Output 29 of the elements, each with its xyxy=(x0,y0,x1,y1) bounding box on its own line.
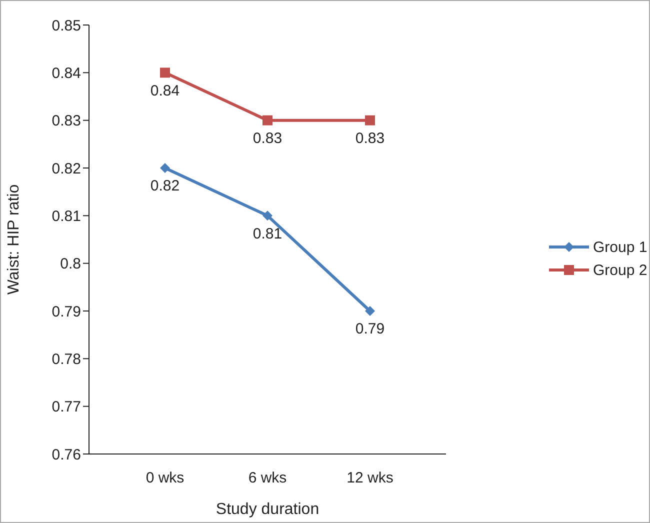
x-axis-title: Study duration xyxy=(216,501,320,518)
point xyxy=(262,115,272,126)
point xyxy=(160,163,170,173)
y-tick-label: 0.79 xyxy=(52,303,81,320)
data-label: 0.84 xyxy=(150,82,180,100)
y-tick-label: 0.85 xyxy=(52,17,81,34)
y-tick-label: 0.83 xyxy=(52,112,81,130)
legend-label: Group 1 xyxy=(593,238,648,256)
y-tick-label: 0.81 xyxy=(52,208,81,225)
point xyxy=(160,68,170,78)
data-label: 0.82 xyxy=(150,178,180,195)
data-label: 0.81 xyxy=(252,225,282,242)
point xyxy=(262,210,272,221)
y-tick-label: 0.76 xyxy=(52,446,81,464)
x-tick-label: 0 wks xyxy=(146,470,184,487)
y-tick-label: 0.84 xyxy=(52,64,81,82)
x-tick-label: 12 wks xyxy=(346,470,394,487)
y-axis-title: Waist: HIP ratio xyxy=(6,184,23,295)
y-tick-label: 0.78 xyxy=(52,350,81,368)
x-tick-label: 6 wks xyxy=(248,470,287,487)
data-label: 0.83 xyxy=(355,130,385,147)
y-tick-label: 0.82 xyxy=(52,160,81,178)
point xyxy=(365,115,375,126)
legend-label: Group 2 xyxy=(593,262,648,278)
data-label: 0.83 xyxy=(252,130,282,147)
y-tick-label: 0.77 xyxy=(52,398,81,416)
y-tick-label: 0.8 xyxy=(60,256,81,273)
data-label: 0.79 xyxy=(355,320,385,338)
point xyxy=(365,306,375,316)
